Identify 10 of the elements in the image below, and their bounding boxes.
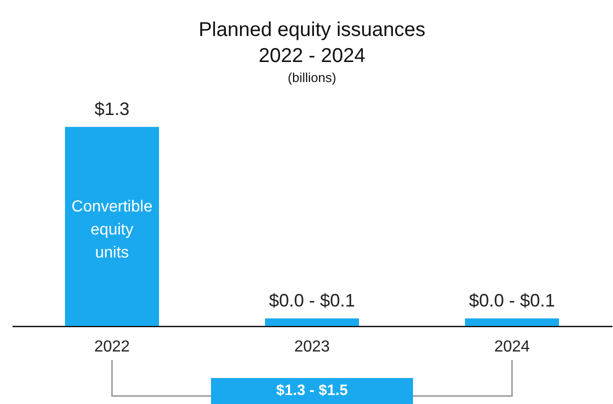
chart-subtitle: (billions) [288,70,336,85]
text: $1.3 - $1.5 [211,378,413,404]
data-label: $0.0 - $0.1 [268,290,356,310]
x-tick-label: 2022 [94,338,130,356]
data-label: $1.3 [94,98,130,119]
annotation: Convertible equity units [72,198,153,262]
x-tick-label: 2023 [294,338,330,356]
chart-title: Planned equity issuances 2022 - 2024 [198,19,426,67]
data-label: $0.0 - $0.1 [468,290,556,310]
x-tick-label: 2024 [494,338,530,356]
